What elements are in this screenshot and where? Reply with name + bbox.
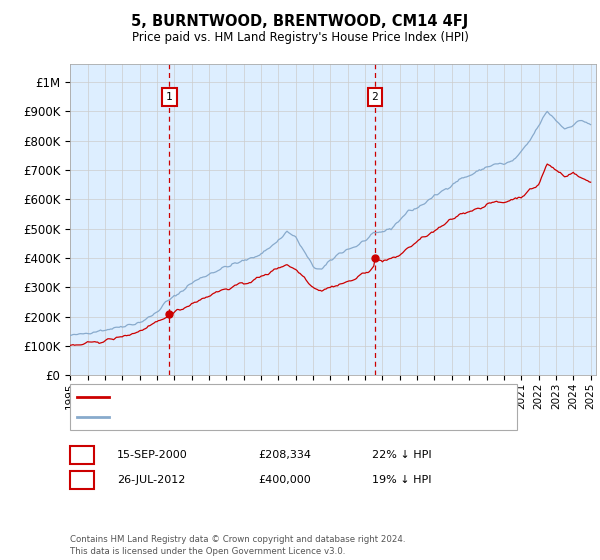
Text: Price paid vs. HM Land Registry's House Price Index (HPI): Price paid vs. HM Land Registry's House … bbox=[131, 31, 469, 44]
Text: 19% ↓ HPI: 19% ↓ HPI bbox=[372, 475, 431, 485]
Text: 5, BURNTWOOD, BRENTWOOD, CM14 4FJ: 5, BURNTWOOD, BRENTWOOD, CM14 4FJ bbox=[131, 14, 469, 29]
Text: 2: 2 bbox=[79, 475, 86, 485]
Text: £400,000: £400,000 bbox=[258, 475, 311, 485]
Text: 5, BURNTWOOD, BRENTWOOD, CM14 4FJ (detached house): 5, BURNTWOOD, BRENTWOOD, CM14 4FJ (detac… bbox=[116, 392, 442, 402]
Text: 2: 2 bbox=[371, 92, 378, 102]
Text: 15-SEP-2000: 15-SEP-2000 bbox=[117, 450, 188, 460]
Text: Contains HM Land Registry data © Crown copyright and database right 2024.
This d: Contains HM Land Registry data © Crown c… bbox=[70, 535, 406, 556]
Text: 22% ↓ HPI: 22% ↓ HPI bbox=[372, 450, 431, 460]
Text: 1: 1 bbox=[166, 92, 173, 102]
Text: HPI: Average price, detached house, Brentwood: HPI: Average price, detached house, Bren… bbox=[116, 412, 378, 422]
Text: 1: 1 bbox=[79, 450, 86, 460]
Text: £208,334: £208,334 bbox=[258, 450, 311, 460]
Text: 26-JUL-2012: 26-JUL-2012 bbox=[117, 475, 185, 485]
